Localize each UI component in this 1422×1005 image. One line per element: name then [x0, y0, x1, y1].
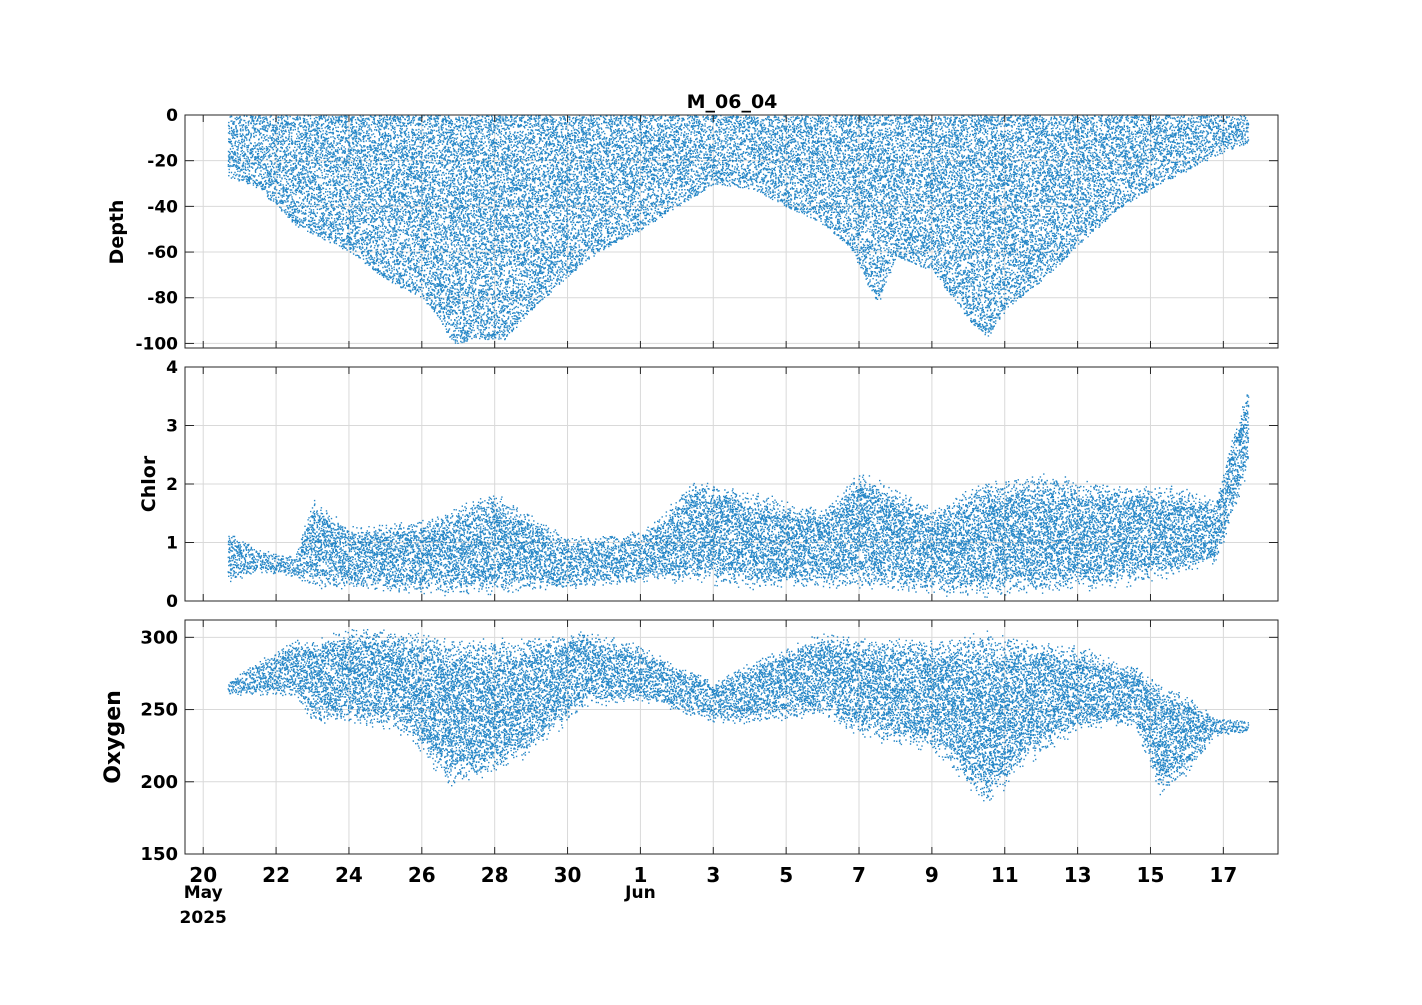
- x-tick-label-7: 3: [706, 863, 720, 887]
- depth-y-tick-label-0: 0: [166, 106, 178, 126]
- x-tick-label-0: 20: [189, 863, 217, 887]
- depth-panel: 0 -20 -40 -60 -80 -100 Depth: [106, 106, 1279, 354]
- chlor-y-tick-label-1: 1: [166, 534, 178, 554]
- oxygen-y-ticks: 150 200 250 300: [140, 627, 1278, 865]
- oxygen-y-tick-label-0: 150: [140, 844, 178, 865]
- depth-y-tick-label-1: -20: [147, 152, 178, 172]
- depth-y-tick-label-3: -60: [147, 243, 178, 263]
- x-tick-label-14: 17: [1209, 863, 1237, 887]
- oxygen-scatter-points: [227, 629, 1250, 802]
- x-tick-label-10: 9: [925, 863, 939, 887]
- oxygen-data-points: [227, 629, 1250, 802]
- depth-y-tick-label-2: -40: [147, 197, 178, 217]
- chlor-y-ticks: 0 1 2 3 4: [166, 358, 1278, 612]
- oxygen-y-tick-label-3: 300: [140, 627, 178, 648]
- x-tick-label-13: 15: [1137, 863, 1165, 887]
- chlor-y-tick-label-3: 3: [166, 417, 178, 437]
- depth-scatter-points: [227, 115, 1250, 344]
- depth-x-ticks: [202, 115, 1224, 348]
- x-tick-label-1: 22: [262, 863, 290, 887]
- x-tick-label-9: 7: [852, 863, 866, 887]
- depth-y-tick-label-4: -80: [147, 289, 178, 309]
- x-tick-label-5: 30: [554, 863, 582, 887]
- x-tick-sublabel-6: Jun: [624, 883, 656, 903]
- oxygen-y-tick-label-2: 250: [140, 700, 178, 721]
- oxygen-y-label: Oxygen: [101, 690, 126, 784]
- oxygen-panel: 150 200 250 300 Oxygen: [101, 619, 1279, 865]
- oxygen-axes-frame: [184, 619, 1279, 855]
- x-tick-label-4: 28: [481, 863, 509, 887]
- depth-data-points: [227, 115, 1250, 344]
- depth-y-tick-label-5: -100: [135, 334, 178, 354]
- oxygen-grid: [185, 620, 1278, 855]
- oxygen-y-tick-label-1: 200: [140, 772, 178, 793]
- x-tick-label-8: 5: [779, 863, 793, 887]
- chlor-y-tick-label-2: 2: [166, 475, 178, 495]
- x-tick-label-2: 24: [335, 863, 363, 887]
- chlor-panel: 0 1 2 3 4 Chlor: [138, 358, 1279, 612]
- x-tick-label-11: 11: [991, 863, 1019, 887]
- chlor-y-tick-label-0: 0: [166, 592, 178, 612]
- oxygen-x-ticks: [202, 620, 1224, 854]
- depth-y-label: Depth: [106, 200, 128, 265]
- depth-y-ticks: 0 -20 -40 -60 -80 -100: [135, 106, 1278, 354]
- x-tick-label-6: 1: [633, 863, 647, 887]
- chlor-data-points: [227, 394, 1250, 598]
- x-tick-label-3: 26: [408, 863, 436, 887]
- chlor-x-ticks: [202, 367, 1224, 601]
- chlor-scatter-points: [227, 394, 1250, 598]
- x-tick-year-label-0: 2025: [180, 908, 227, 928]
- chlor-y-tick-label-4: 4: [166, 358, 178, 378]
- depth-axes-frame: [184, 114, 1279, 349]
- x-tick-label-12: 13: [1064, 863, 1092, 887]
- x-tick-sublabel-0: May: [184, 883, 223, 903]
- chart-title: M_06_04: [687, 91, 778, 113]
- chlor-y-label: Chlor: [138, 455, 160, 512]
